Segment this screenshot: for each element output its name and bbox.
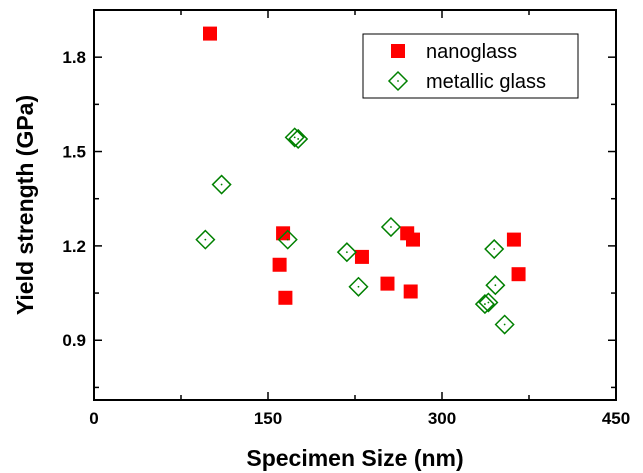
metallic-glass-point <box>195 229 216 250</box>
nanoglass-point <box>354 249 369 264</box>
metallic-glass-point <box>288 128 309 150</box>
legend-label-nanoglass: nanoglass <box>426 41 517 63</box>
metallic-glass-point <box>484 238 505 260</box>
y-axis-title: Yield strength (GPa) <box>12 95 38 315</box>
metallic-glass-point <box>277 229 298 250</box>
x-tick-label: 0 <box>89 409 98 428</box>
metallic-glass-point <box>380 216 402 238</box>
nanoglass-point <box>278 290 293 305</box>
nanoglass-point <box>276 226 291 241</box>
y-tick-label: 0.9 <box>62 331 86 350</box>
metallic-glass-point <box>336 242 357 263</box>
nanoglass-point <box>203 26 217 41</box>
x-tick-label: 150 <box>254 409 282 428</box>
legend-marker-nanoglass <box>391 44 405 58</box>
nanoglass-point <box>380 276 395 291</box>
metallic-glass-point <box>284 127 305 148</box>
metallic-glass-point <box>494 314 515 335</box>
metallic-glass-point <box>485 275 506 296</box>
metallic-glass-point <box>478 292 499 313</box>
x-tick-label: 300 <box>428 409 456 428</box>
nanoglass-point <box>511 267 526 282</box>
x-tick-label: 450 <box>602 409 630 428</box>
legend-label-metallic-glass: metallic glass <box>426 71 546 93</box>
y-tick-label: 1.8 <box>62 48 86 67</box>
y-tick-label: 1.2 <box>62 237 86 256</box>
nanoglass-point <box>272 257 287 272</box>
nanoglass-point <box>403 284 418 299</box>
x-axis-title: Specimen Size (nm) <box>246 445 463 471</box>
legend-marker-metallic-glass <box>387 70 409 92</box>
y-tick-label: 1.5 <box>62 143 86 162</box>
metallic-glass-point <box>474 294 495 315</box>
metallic-glass-point <box>348 276 369 297</box>
nanoglass-point <box>506 232 521 247</box>
nanoglass-point <box>406 232 420 247</box>
metallic-glass-point <box>211 174 232 195</box>
